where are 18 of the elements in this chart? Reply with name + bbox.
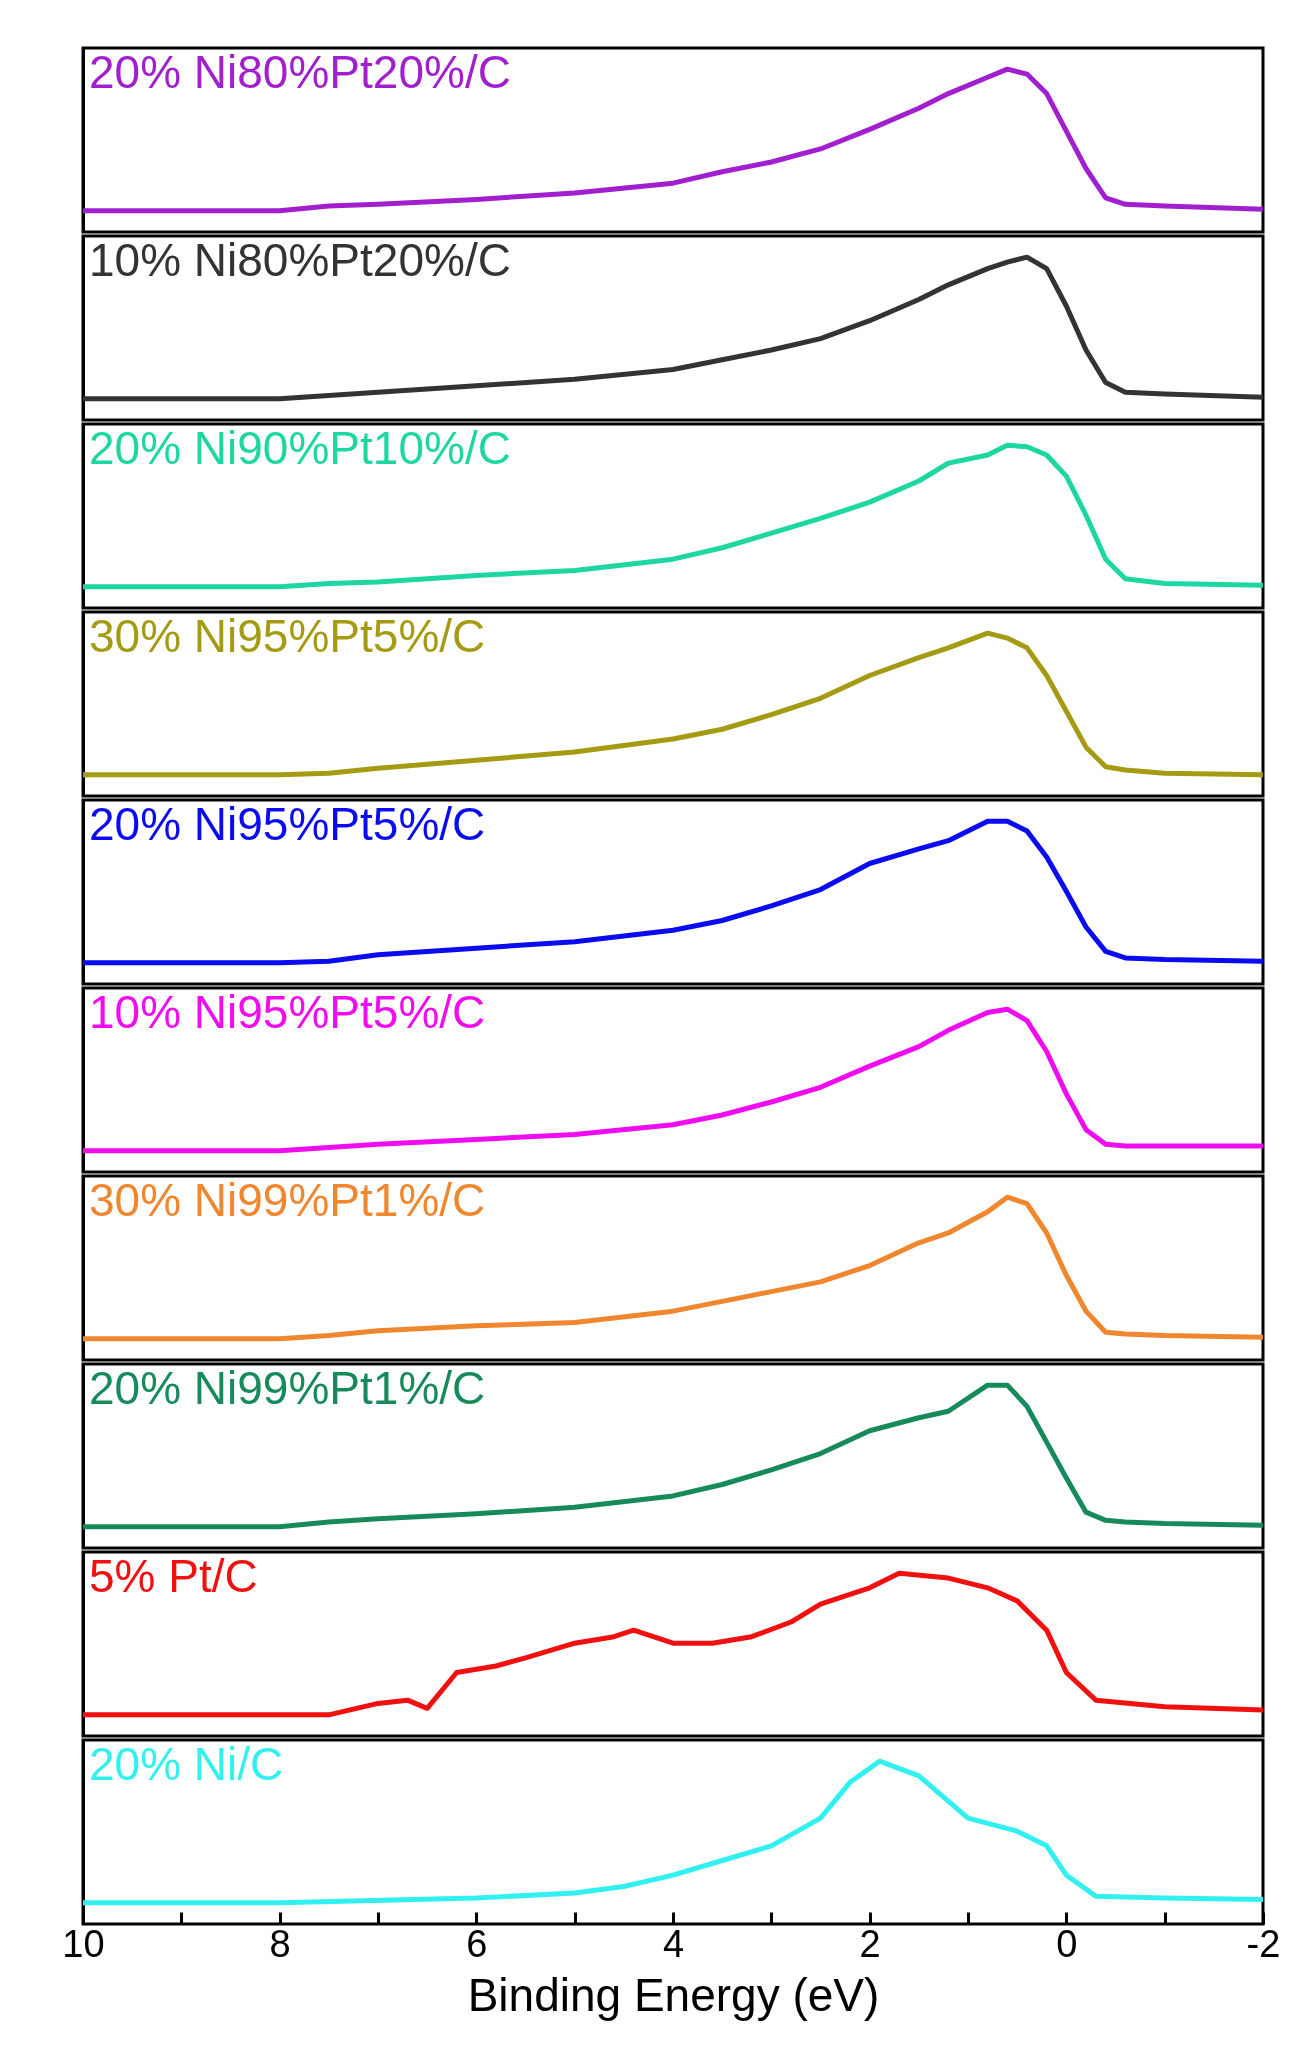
text: 20% Ni/C <box>89 1738 284 1790</box>
text: 20% Ni99%Pt1%/C <box>89 1362 486 1414</box>
text: 5% Pt/C <box>89 1550 258 1602</box>
x-tick-label: 4 <box>662 1922 685 1965</box>
text: 20% Ni90%Pt10%/C <box>89 422 511 474</box>
text: 10% Ni95%Pt5%/C <box>89 986 486 1038</box>
text: 20% Ni95%Pt5%/C <box>89 798 486 850</box>
x-tick-label: 10 <box>62 1922 105 1965</box>
x-tick-label: 2 <box>859 1922 881 1965</box>
text: 20% Ni80%Pt20%/C <box>89 46 511 98</box>
x-tick-label: -2 <box>1246 1922 1281 1965</box>
text: 30% Ni99%Pt1%/C <box>89 1174 486 1226</box>
x-tick-label: 8 <box>269 1922 291 1965</box>
text: 30% Ni95%Pt5%/C <box>89 610 486 662</box>
x-tick-label: 6 <box>466 1922 488 1965</box>
x-tick-label: 0 <box>1056 1922 1078 1965</box>
x-axis-title: Binding Energy (eV) <box>467 1968 880 2021</box>
text: 10% Ni80%Pt20%/C <box>89 234 511 286</box>
